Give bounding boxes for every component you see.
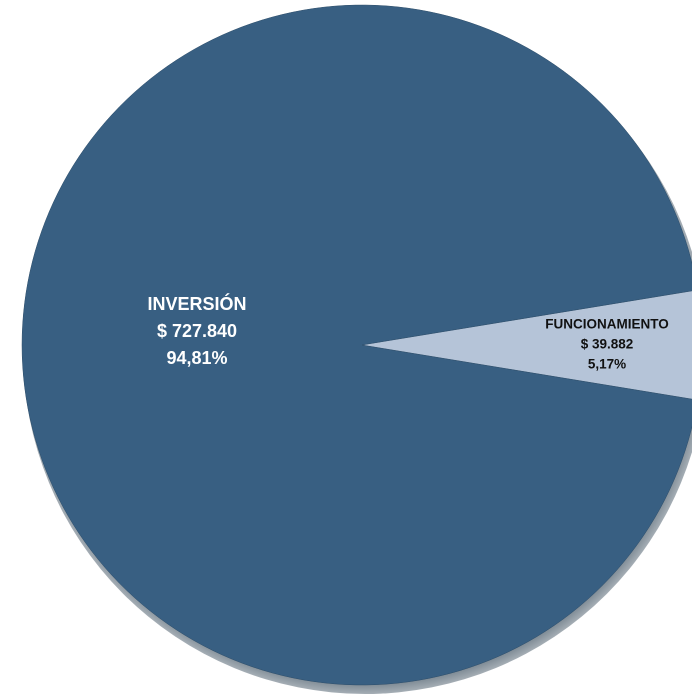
pie-slice <box>21 4 692 686</box>
slice-label: INVERSIÓN <box>147 293 246 314</box>
slice-label: FUNCIONAMIENTO <box>545 317 669 332</box>
amount-label: $ 727.840 <box>157 321 237 341</box>
percent-label: 5,17% <box>588 357 626 372</box>
pie-slice <box>361 290 692 400</box>
slices <box>21 4 692 686</box>
percent-label: 94,81% <box>166 348 227 368</box>
amount-label: $ 39.882 <box>581 337 634 352</box>
labels: INVERSIÓN $ 727.840 94,81% FUNCIONAMIENTO $ … <box>147 293 668 372</box>
